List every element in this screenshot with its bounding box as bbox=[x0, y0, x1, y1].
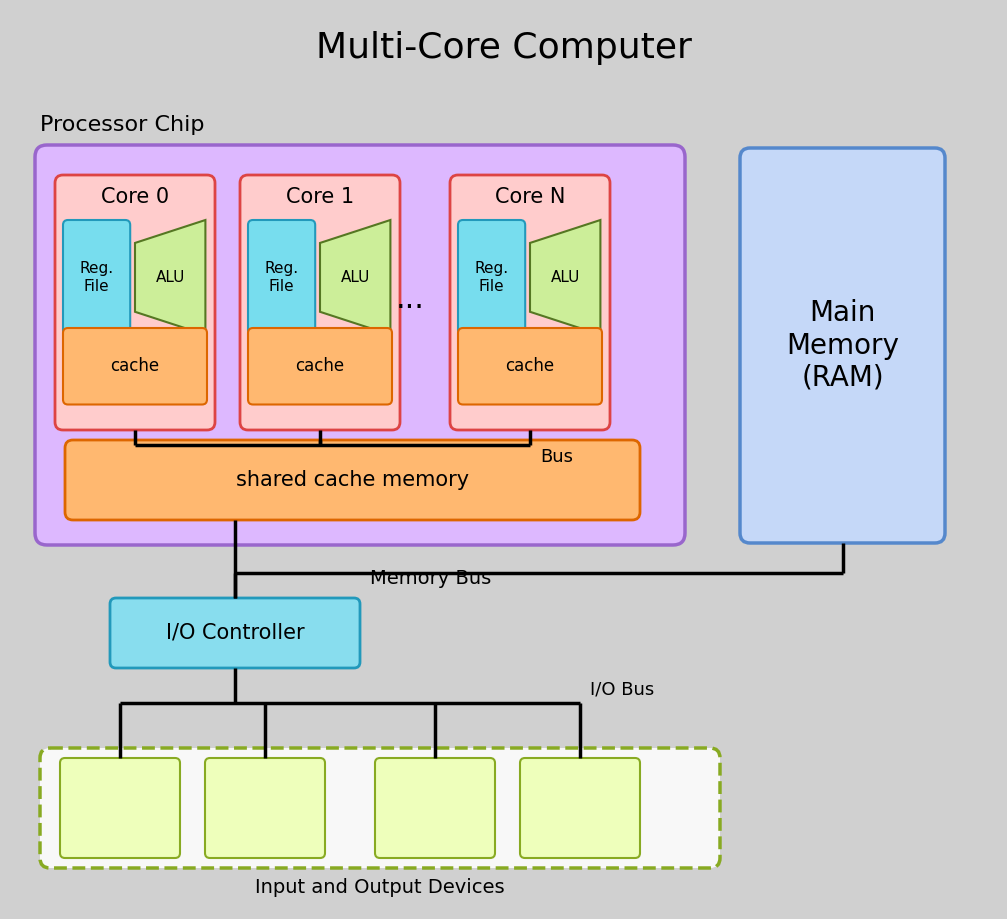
FancyBboxPatch shape bbox=[450, 175, 610, 430]
Text: ALU: ALU bbox=[551, 270, 580, 285]
Text: ...: ... bbox=[396, 286, 424, 314]
FancyBboxPatch shape bbox=[248, 328, 392, 404]
FancyBboxPatch shape bbox=[63, 328, 207, 404]
Text: Core 0: Core 0 bbox=[101, 187, 169, 207]
Text: Core 1: Core 1 bbox=[286, 187, 354, 207]
FancyBboxPatch shape bbox=[740, 148, 945, 543]
Text: Reg.
File: Reg. File bbox=[80, 261, 114, 293]
FancyBboxPatch shape bbox=[63, 220, 130, 335]
Text: Bus: Bus bbox=[540, 448, 573, 466]
FancyBboxPatch shape bbox=[458, 220, 526, 335]
FancyBboxPatch shape bbox=[375, 758, 495, 858]
FancyBboxPatch shape bbox=[55, 175, 215, 430]
FancyBboxPatch shape bbox=[110, 598, 359, 668]
Text: Core N: Core N bbox=[494, 187, 565, 207]
Text: shared cache memory: shared cache memory bbox=[236, 470, 469, 490]
Text: Processor Chip: Processor Chip bbox=[40, 115, 204, 135]
FancyBboxPatch shape bbox=[520, 758, 640, 858]
Text: Input and Output Devices: Input and Output Devices bbox=[255, 878, 505, 897]
Text: ALU: ALU bbox=[155, 270, 185, 285]
Text: cache: cache bbox=[111, 357, 159, 375]
Text: cache: cache bbox=[295, 357, 344, 375]
Polygon shape bbox=[320, 220, 391, 335]
FancyBboxPatch shape bbox=[240, 175, 400, 430]
Polygon shape bbox=[530, 220, 600, 335]
Text: I/O Controller: I/O Controller bbox=[166, 623, 304, 643]
FancyBboxPatch shape bbox=[458, 328, 602, 404]
Text: Reg.
File: Reg. File bbox=[265, 261, 299, 293]
FancyBboxPatch shape bbox=[60, 758, 180, 858]
FancyBboxPatch shape bbox=[65, 440, 640, 520]
Text: Main
Memory
(RAM): Main Memory (RAM) bbox=[786, 299, 899, 391]
FancyBboxPatch shape bbox=[205, 758, 325, 858]
Text: Multi-Core Computer: Multi-Core Computer bbox=[315, 31, 692, 65]
Text: Memory Bus: Memory Bus bbox=[370, 569, 491, 588]
Polygon shape bbox=[135, 220, 205, 335]
Text: I/O Bus: I/O Bus bbox=[590, 680, 655, 698]
Text: ALU: ALU bbox=[340, 270, 370, 285]
Text: cache: cache bbox=[506, 357, 555, 375]
FancyBboxPatch shape bbox=[248, 220, 315, 335]
FancyBboxPatch shape bbox=[40, 748, 720, 868]
Text: Reg.
File: Reg. File bbox=[474, 261, 509, 293]
FancyBboxPatch shape bbox=[35, 145, 685, 545]
